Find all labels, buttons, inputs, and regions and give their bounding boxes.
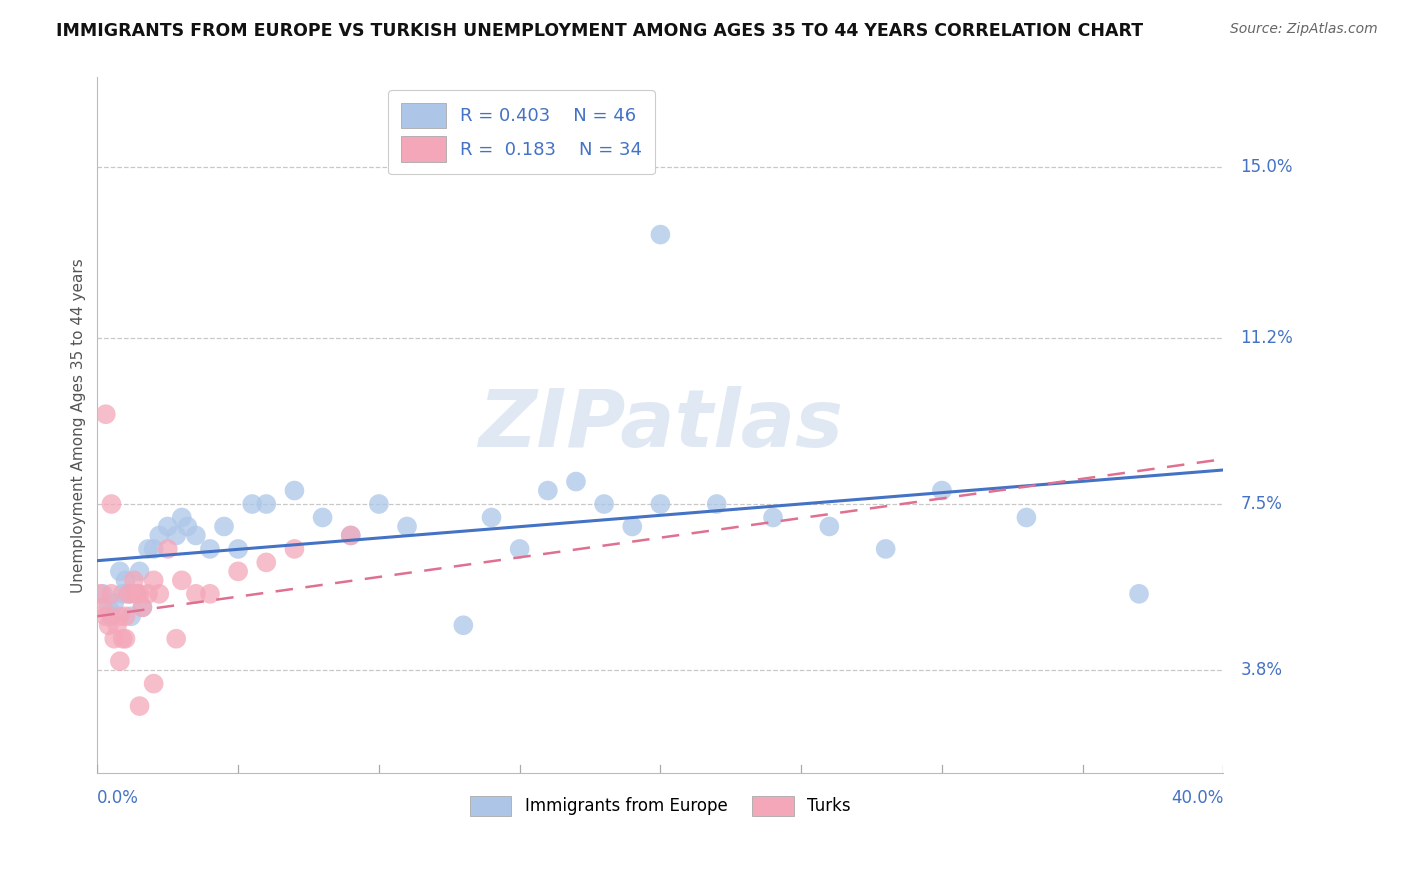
Point (931, 483, 953, 498)
Point (120, 587, 142, 601)
Point (117, 587, 139, 601)
Point (875, 541, 897, 556)
Point (114, 574, 136, 588)
Point (339, 528, 361, 542)
Point (136, 587, 159, 601)
Point (108, 654, 131, 668)
Point (165, 528, 187, 542)
Y-axis label: Unemployment Among Ages 35 to 44 years: Unemployment Among Ages 35 to 44 years (72, 258, 86, 593)
Point (100, 497, 122, 511)
Text: 11.2%: 11.2% (1240, 329, 1294, 347)
Point (125, 587, 148, 601)
Point (122, 574, 145, 588)
Point (621, 519, 644, 533)
Point (148, 587, 170, 601)
Legend: Immigrants from Europe, Turks: Immigrants from Europe, Turks (461, 788, 859, 824)
Point (111, 632, 134, 646)
Point (108, 565, 131, 579)
Point (762, 510, 785, 524)
Point (165, 632, 187, 646)
Point (103, 596, 125, 610)
Point (650, 227, 672, 242)
Point (212, 519, 235, 533)
Point (198, 541, 221, 556)
Text: 0.0%: 0.0% (97, 789, 139, 807)
Point (125, 587, 148, 601)
Point (131, 600, 153, 615)
Point (114, 609, 136, 624)
Text: ZIPatlas: ZIPatlas (478, 386, 844, 465)
Point (120, 609, 142, 624)
Point (142, 574, 165, 588)
Text: 40.0%: 40.0% (1171, 789, 1223, 807)
Point (198, 587, 221, 601)
Point (97, 618, 120, 632)
Point (818, 519, 841, 533)
Point (142, 676, 165, 690)
Point (240, 497, 263, 511)
Point (108, 609, 131, 624)
Point (184, 587, 207, 601)
Point (537, 483, 560, 498)
Point (91, 600, 114, 615)
Point (156, 519, 179, 533)
Text: 15.0%: 15.0% (1240, 158, 1294, 177)
Point (254, 497, 277, 511)
Point (94, 407, 117, 421)
Text: Source: ZipAtlas.com: Source: ZipAtlas.com (1230, 22, 1378, 37)
Point (100, 587, 122, 601)
Point (481, 510, 503, 524)
Point (156, 541, 179, 556)
Point (117, 587, 139, 601)
Point (283, 541, 305, 556)
Point (170, 574, 193, 588)
Point (100, 609, 122, 624)
Point (226, 541, 249, 556)
Point (283, 483, 305, 498)
Point (650, 497, 672, 511)
Point (565, 475, 588, 489)
Point (105, 618, 128, 632)
Point (254, 555, 277, 569)
Point (706, 497, 728, 511)
Point (367, 497, 389, 511)
Point (184, 528, 207, 542)
Point (131, 600, 153, 615)
Point (226, 565, 249, 579)
Point (1128, 587, 1150, 601)
Text: 3.8%: 3.8% (1240, 661, 1282, 679)
Text: IMMIGRANTS FROM EUROPE VS TURKISH UNEMPLOYMENT AMONG AGES 35 TO 44 YEARS CORRELA: IMMIGRANTS FROM EUROPE VS TURKISH UNEMPL… (56, 22, 1143, 40)
Point (136, 541, 159, 556)
Point (339, 528, 361, 542)
Point (97, 600, 120, 615)
Point (170, 510, 193, 524)
Text: 7.5%: 7.5% (1240, 495, 1282, 513)
Point (89, 587, 111, 601)
Point (142, 541, 165, 556)
Point (94, 609, 117, 624)
Point (453, 618, 475, 632)
Point (148, 528, 170, 542)
Point (509, 541, 531, 556)
Point (396, 519, 419, 533)
Point (311, 510, 333, 524)
Point (1015, 510, 1038, 524)
Point (91, 587, 114, 601)
Point (128, 699, 150, 714)
Point (114, 632, 136, 646)
Point (111, 587, 134, 601)
Point (128, 565, 150, 579)
Point (128, 587, 150, 601)
Point (176, 519, 198, 533)
Point (103, 632, 125, 646)
Point (593, 497, 616, 511)
